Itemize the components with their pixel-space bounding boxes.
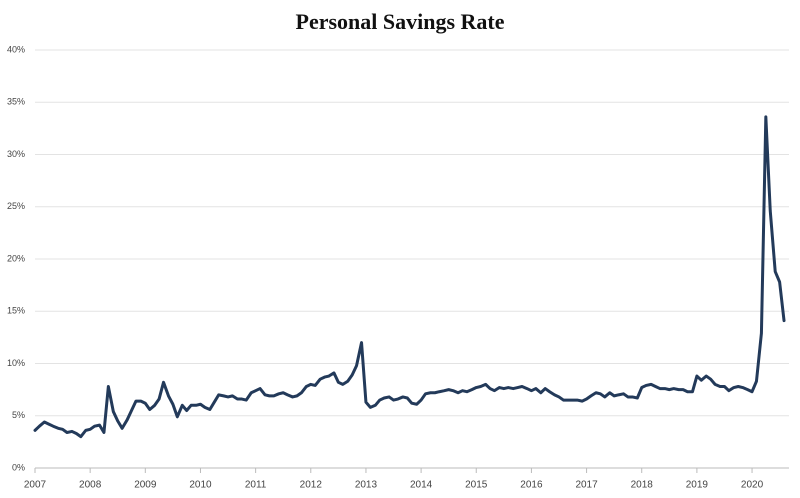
y-tick-label: 5%	[12, 410, 25, 420]
y-tick-label: 30%	[7, 149, 25, 159]
y-tick-label: 40%	[7, 44, 25, 54]
x-tick-label: 2020	[741, 480, 764, 491]
y-tick-label: 0%	[12, 462, 25, 472]
x-tick-label: 2007	[24, 480, 47, 491]
y-tick-label: 15%	[7, 306, 25, 316]
y-tick-label: 10%	[7, 358, 25, 368]
x-tick-label: 2019	[686, 480, 709, 491]
x-tick-label: 2010	[189, 480, 212, 491]
x-tick-label: 2018	[631, 480, 654, 491]
x-tick-label: 2016	[520, 480, 543, 491]
x-tick-label: 2008	[79, 480, 102, 491]
y-tick-label: 20%	[7, 253, 25, 263]
x-tick-label: 2013	[355, 480, 378, 491]
x-tick-label: 2011	[245, 480, 267, 491]
line-series	[33, 115, 786, 439]
chart-title: Personal Savings Rate	[296, 9, 505, 34]
y-tick-label: 35%	[7, 97, 25, 107]
x-tick-label: 2017	[575, 480, 598, 491]
x-tick-label: 2009	[134, 480, 157, 491]
x-tick-label: 2015	[465, 480, 488, 491]
x-tick-label: 2012	[300, 480, 323, 491]
y-tick-label: 25%	[7, 201, 25, 211]
x-tick-label: 2014	[410, 480, 433, 491]
